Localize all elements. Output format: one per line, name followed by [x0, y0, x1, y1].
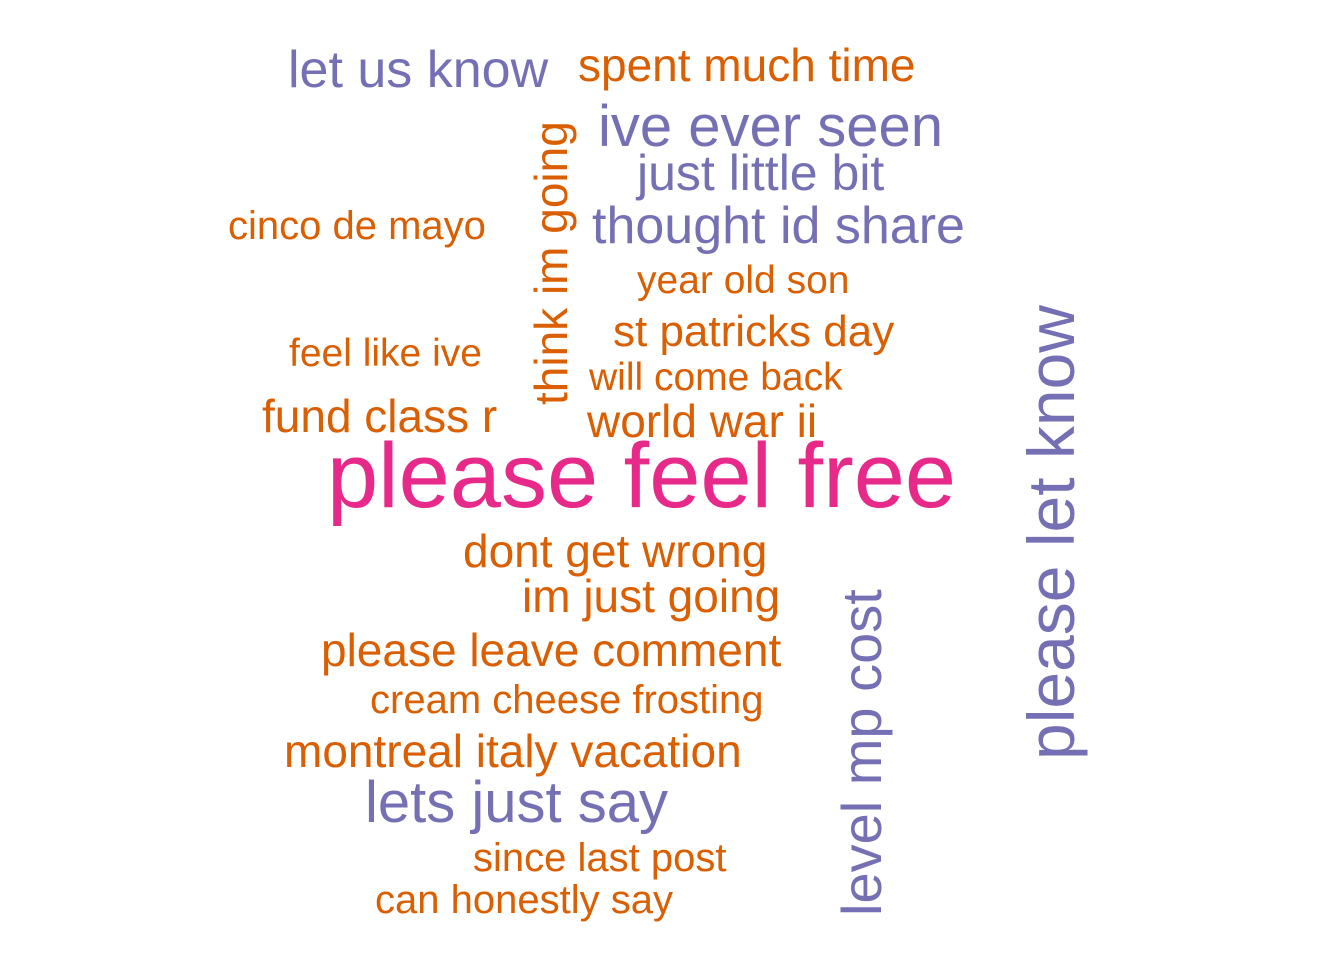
- word-please-feel-free: please feel free: [327, 425, 957, 527]
- word-can-honestly-say: can honestly say: [375, 878, 673, 922]
- word-think-im-going: think im going: [525, 121, 577, 405]
- word-feel-like-ive: feel like ive: [289, 332, 482, 375]
- word-world-war-ii: world war ii: [587, 395, 818, 447]
- word-thought-id-share: thought id share: [592, 197, 965, 255]
- word-cream-cheese-frosting: cream cheese frosting: [370, 678, 764, 722]
- word-spent-much-time: spent much time: [578, 39, 916, 91]
- word-please-let-know: please let know: [1014, 305, 1088, 760]
- word-please-leave-comment: please leave comment: [321, 624, 782, 676]
- word-im-just-going: im just going: [522, 570, 781, 622]
- word-just-little-bit: just little bit: [637, 145, 885, 201]
- word-level-mp-cost: level mp cost: [830, 589, 893, 916]
- word-cinco-de-mayo: cinco de mayo: [228, 204, 486, 248]
- word-fund-class-r: fund class r: [262, 390, 498, 442]
- word-dont-get-wrong: dont get wrong: [463, 525, 768, 577]
- word-year-old-son: year old son: [637, 259, 850, 302]
- word-since-last-post: since last post: [473, 836, 727, 880]
- word-ive-ever-seen: ive ever seen: [598, 94, 943, 159]
- word-let-us-know: let us know: [288, 41, 549, 99]
- word-montreal-italy-vacation: montreal italy vacation: [284, 725, 742, 777]
- word-lets-just-say: lets just say: [365, 770, 668, 835]
- word-st-patricks-day: st patricks day: [613, 307, 895, 356]
- word-will-come-back: will come back: [589, 356, 843, 399]
